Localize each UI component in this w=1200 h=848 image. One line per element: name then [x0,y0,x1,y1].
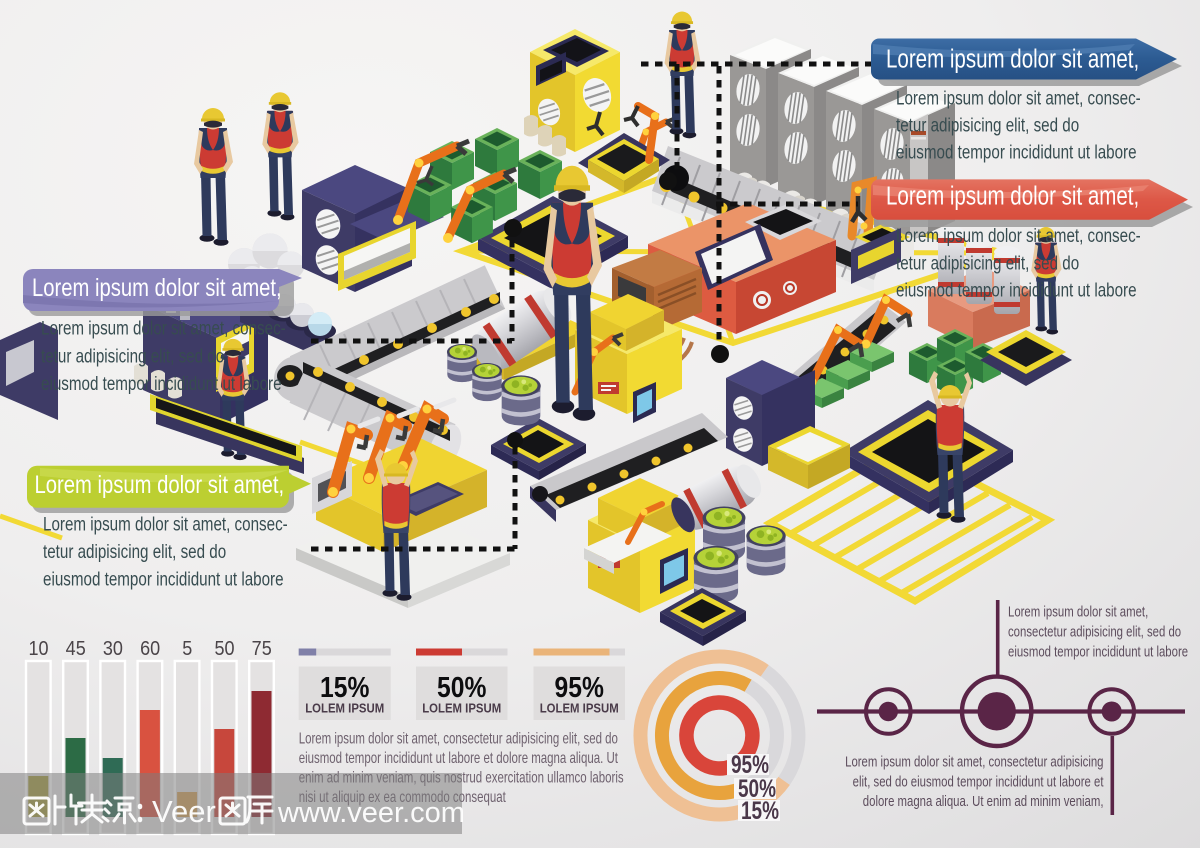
svg-text:www.veer.com: www.veer.com [277,797,465,829]
svg-text:Lorem ipsum dolor sit amet, co: Lorem ipsum dolor sit amet, consec- [41,317,286,339]
svg-text:15%: 15% [741,796,779,824]
svg-text:Lorem ipsum dolor sit amet, co: Lorem ipsum dolor sit amet, consec- [43,513,288,535]
svg-text:95%: 95% [731,750,769,778]
svg-text:tetur adipisicing elit, sed do: tetur adipisicing elit, sed do [896,252,1079,274]
svg-text:eiusmod tempor incididunt ut l: eiusmod tempor incididunt ut labore [896,141,1137,163]
svg-text:Veer: Veer [152,794,216,829]
svg-text:tetur adipisicing elit, sed do: tetur adipisicing elit, sed do [896,114,1079,136]
svg-text:eiusmod tempor incididunt ut l: eiusmod tempor incididunt ut labore et d… [299,749,618,766]
svg-text:60: 60 [140,638,160,660]
svg-text:Lorem ipsum dolor sit amet, co: Lorem ipsum dolor sit amet, consec- [896,224,1141,246]
svg-text:consectetur adipisicing elit,: consectetur adipisicing elit, sed do [1008,623,1181,640]
svg-text:15%: 15% [320,671,369,703]
svg-text:LOLEM IPSUM: LOLEM IPSUM [422,701,501,716]
svg-text:eiusmod tempor incididunt ut l: eiusmod tempor incididunt ut labore [896,279,1137,301]
svg-text:50: 50 [214,638,234,660]
svg-text:50%: 50% [437,671,486,703]
svg-text:30: 30 [103,638,123,660]
svg-text:eiusmod tempor incididunt ut l: eiusmod tempor incididunt ut labore [41,372,282,394]
svg-text:Lorem ipsum dolor sit amet,: Lorem ipsum dolor sit amet, [886,44,1139,73]
svg-text:tetur adipisicing elit, sed do: tetur adipisicing elit, sed do [43,540,226,562]
svg-text:elit, sed do eiusmod tempor in: elit, sed do eiusmod tempor incididunt u… [853,773,1104,790]
svg-text:5: 5 [182,638,192,660]
svg-text:95%: 95% [555,671,604,703]
svg-text:Lorem ipsum dolor sit amet, co: Lorem ipsum dolor sit amet, consectetur … [845,753,1103,770]
svg-text:LOLEM IPSUM: LOLEM IPSUM [305,701,384,716]
svg-text:Lorem ipsum dolor sit amet,: Lorem ipsum dolor sit amet, [886,181,1139,210]
svg-text:Lorem ipsum dolor sit amet,: Lorem ipsum dolor sit amet, [1008,603,1148,620]
svg-text:tetur adipisicing elit, sed do: tetur adipisicing elit, sed do [41,345,224,367]
svg-text:50%: 50% [738,774,776,802]
svg-text:eiusmod tempor incididunt ut l: eiusmod tempor incididunt ut labore [1008,643,1188,660]
svg-text:Lorem ipsum dolor sit amet,: Lorem ipsum dolor sit amet, [35,470,285,499]
svg-text:Lorem ipsum dolor sit amet, co: Lorem ipsum dolor sit amet, consectetur … [299,730,618,747]
svg-text:Lorem ipsum dolor sit amet, co: Lorem ipsum dolor sit amet, consec- [896,87,1141,109]
svg-text:dolore magna aliqua. Ut enim a: dolore magna aliqua. Ut enim ad minim ve… [863,793,1104,810]
svg-text:eiusmod tempor incididunt ut l: eiusmod tempor incididunt ut labore [43,568,284,590]
svg-text:45: 45 [66,638,86,660]
svg-text:10: 10 [28,638,48,660]
svg-text:75: 75 [252,638,272,660]
svg-text:LOLEM IPSUM: LOLEM IPSUM [540,701,619,716]
svg-text:Lorem ipsum dolor sit amet,: Lorem ipsum dolor sit amet, [32,273,282,302]
